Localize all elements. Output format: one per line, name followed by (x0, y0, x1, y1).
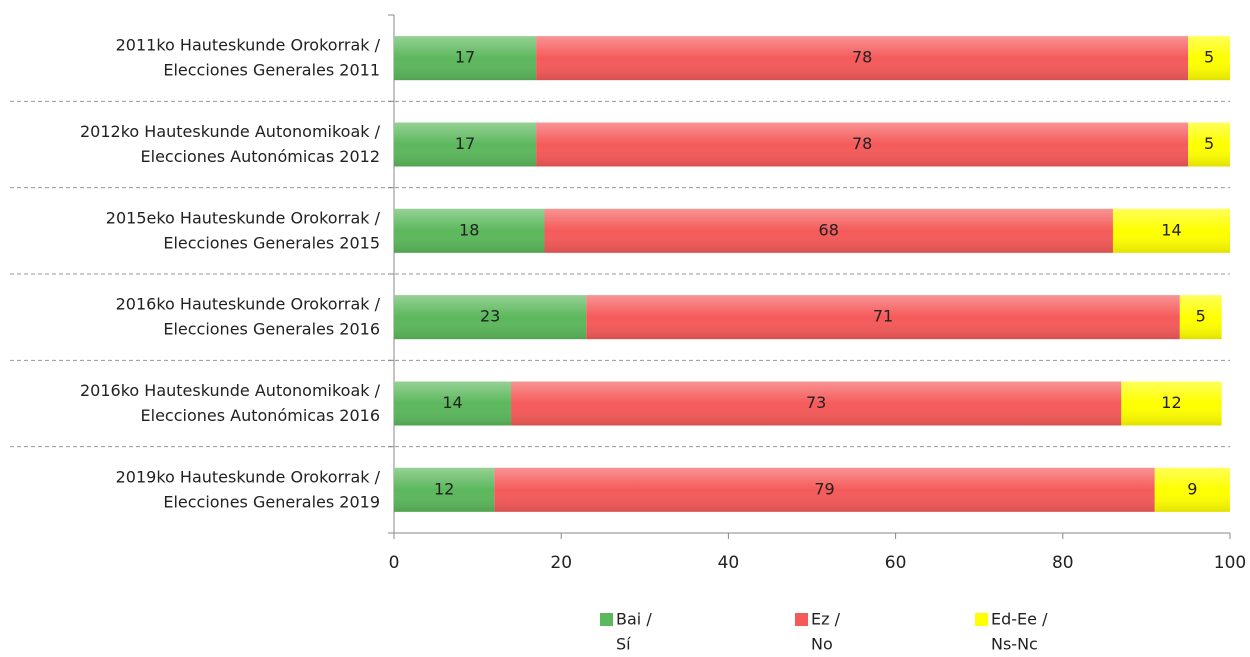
x-tick-label: 100 (1214, 553, 1246, 573)
data-label: 23 (480, 307, 500, 326)
bar-shade (394, 467, 495, 512)
y-tick-label: 2016ko Hauteskunde Autonomikoak / Eleccio… (80, 381, 381, 425)
data-label: 71 (873, 307, 893, 326)
x-tick-label: 80 (1052, 553, 1074, 573)
data-label: 12 (434, 479, 454, 498)
y-tick-label: 2016ko Hauteskunde Orokorrak / Elecciones… (116, 294, 381, 338)
x-tick-label: 0 (389, 553, 400, 573)
data-label: 9 (1187, 479, 1197, 498)
data-label: 17 (455, 134, 475, 153)
bar-shade (544, 208, 1113, 253)
y-tick-label: 2019ko Hauteskunde Orokorrak / Elecciones… (116, 467, 381, 511)
x-tick-label: 20 (550, 553, 572, 573)
y-tick-label: 2012ko Hauteskunde Autonomikoak / Eleccio… (80, 122, 381, 166)
bar-shade (394, 381, 512, 426)
data-label: 18 (459, 220, 479, 239)
legend-label: Ez / No (811, 609, 841, 653)
x-tick-label: 60 (885, 553, 907, 573)
data-label: 5 (1204, 134, 1214, 153)
bar-shade (1154, 467, 1230, 512)
bar-shade (511, 381, 1122, 426)
bar-shade (394, 295, 587, 340)
legend-label: Ed-Ee / Ns-Nc (991, 609, 1048, 653)
data-label: 78 (852, 48, 872, 67)
legend-swatch (795, 613, 808, 626)
bar-shade (394, 122, 537, 167)
data-label: 68 (819, 220, 839, 239)
bar-shade (1179, 295, 1222, 340)
bar-shade (394, 36, 537, 81)
bar-shade (1121, 381, 1222, 426)
y-tick-label: 2011ko Hauteskunde Orokorrak / Elecciones… (116, 35, 381, 79)
data-label: 5 (1196, 307, 1206, 326)
bar-shade (536, 36, 1189, 81)
data-label: 73 (806, 393, 826, 412)
data-label: 14 (442, 393, 462, 412)
bar-shade (1112, 208, 1230, 253)
data-label: 79 (814, 479, 834, 498)
data-label: 17 (455, 48, 475, 67)
data-label: 5 (1204, 48, 1214, 67)
legend-swatch (975, 613, 988, 626)
bar-shade (494, 467, 1155, 512)
data-label: 78 (852, 134, 872, 153)
bar-shade (586, 295, 1180, 340)
bar-shade (1188, 36, 1230, 81)
legend-swatch (600, 613, 613, 626)
y-tick-label: 2015eko Hauteskunde Orokorrak / Eleccione… (106, 208, 381, 252)
legend-label: Bai / Sí (616, 609, 652, 653)
bar-shade (394, 208, 545, 253)
x-tick-label: 40 (718, 553, 740, 573)
bar-shade (1188, 122, 1230, 167)
bar-shade (536, 122, 1189, 167)
data-label: 14 (1161, 220, 1181, 239)
data-label: 12 (1161, 393, 1181, 412)
